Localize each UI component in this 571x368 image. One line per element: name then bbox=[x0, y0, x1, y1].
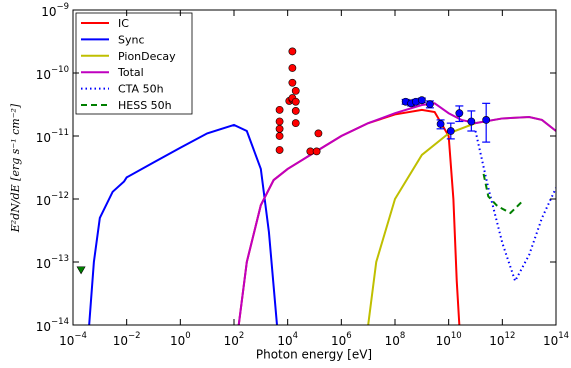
series-line bbox=[88, 123, 278, 325]
data-point bbox=[467, 117, 476, 126]
data-point bbox=[275, 117, 284, 126]
x-tick-label: 1012 bbox=[489, 331, 515, 348]
data-point bbox=[275, 124, 284, 133]
y-tick-label: 10−10 bbox=[36, 65, 69, 82]
legend-label: HESS 50h bbox=[118, 99, 172, 112]
data-point bbox=[291, 86, 300, 95]
legend-label: Sync bbox=[118, 33, 145, 46]
legend: IC Sync PionDecay Total CTA 50h HESS 50h bbox=[75, 12, 193, 115]
series-line bbox=[482, 173, 524, 215]
data-point bbox=[426, 100, 434, 109]
data-point bbox=[275, 132, 284, 140]
plot-frame bbox=[72, 9, 557, 326]
data-point bbox=[288, 47, 297, 56]
y-tick-label: 10−12 bbox=[36, 191, 69, 208]
data-point bbox=[455, 109, 464, 118]
data-point bbox=[482, 116, 491, 124]
y-tick-label: 10−9 bbox=[41, 2, 69, 19]
plot-content bbox=[76, 47, 556, 325]
data-point bbox=[288, 78, 297, 87]
data-point bbox=[417, 96, 426, 105]
series-line bbox=[237, 102, 556, 325]
x-tick-label: 100 bbox=[170, 331, 191, 348]
data-point bbox=[291, 97, 300, 106]
x-tick-label: 10−4 bbox=[59, 331, 87, 348]
y-tick-label: 10−13 bbox=[36, 254, 69, 271]
upper-limit-marker bbox=[76, 266, 86, 275]
legend-label: Total bbox=[117, 66, 144, 79]
data-point bbox=[312, 147, 321, 156]
data-point bbox=[288, 64, 297, 72]
data-point bbox=[436, 120, 445, 128]
x-tick-label: 10−2 bbox=[113, 331, 141, 348]
x-axis-label: Photon energy [eV] bbox=[256, 348, 372, 362]
x-tick-label: 1014 bbox=[543, 331, 569, 348]
x-tick-label: 106 bbox=[331, 331, 352, 348]
y-axis-label: E²dN/dE [erg s⁻¹ cm⁻²] bbox=[9, 103, 22, 233]
data-point bbox=[291, 107, 300, 115]
data-point bbox=[275, 105, 284, 114]
data-point bbox=[275, 146, 284, 154]
x-tick-label: 104 bbox=[277, 331, 298, 348]
data-point bbox=[314, 129, 323, 138]
legend-label: CTA 50h bbox=[118, 83, 164, 96]
data-point bbox=[446, 127, 455, 135]
legend-label: IC bbox=[118, 17, 129, 30]
legend-label: PionDecay bbox=[118, 50, 176, 63]
y-tick-label: 10−11 bbox=[36, 128, 69, 145]
x-tick-label: 108 bbox=[385, 331, 406, 348]
legend-box bbox=[75, 12, 193, 115]
data-point bbox=[291, 119, 300, 128]
x-tick-label: 102 bbox=[224, 331, 245, 348]
y-tick-label: 10−14 bbox=[36, 317, 69, 334]
x-tick-label: 1010 bbox=[436, 331, 462, 348]
